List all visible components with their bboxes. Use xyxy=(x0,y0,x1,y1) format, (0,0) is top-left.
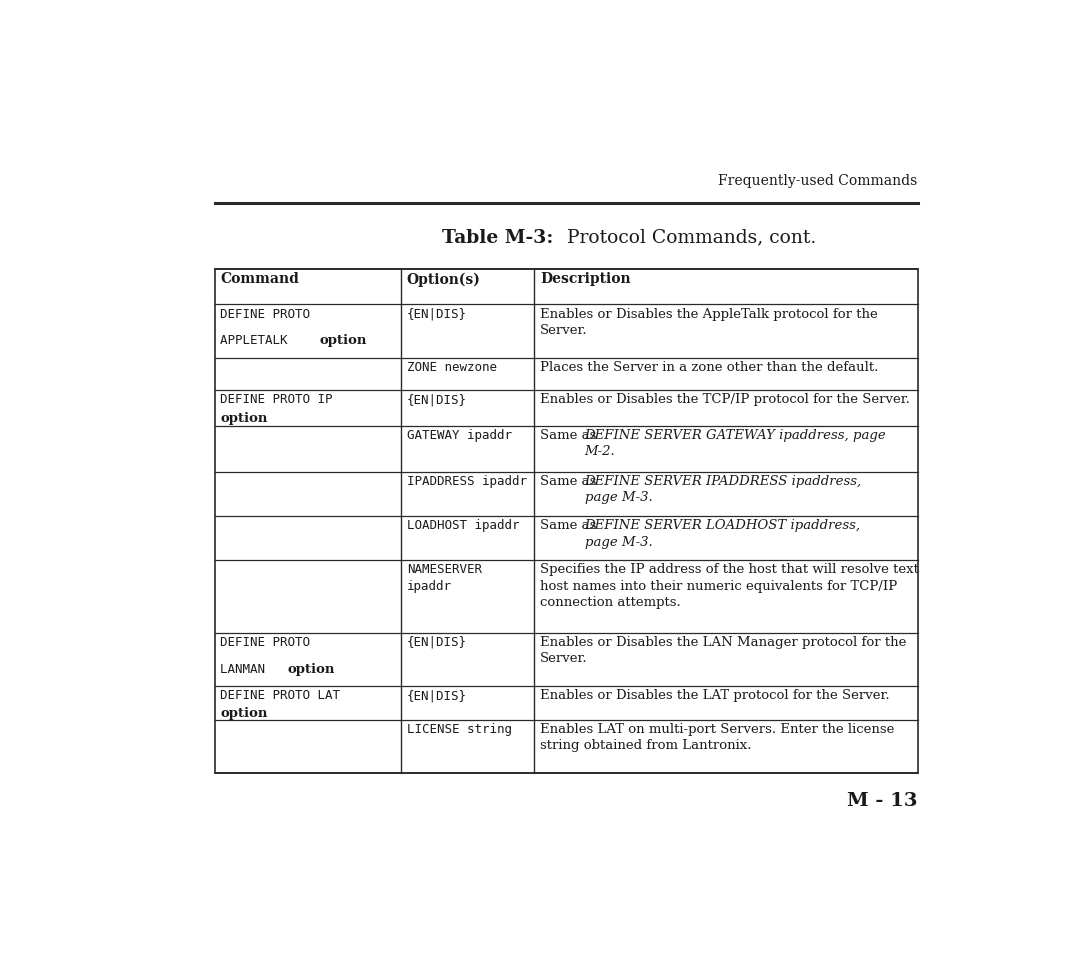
Text: DEFINE PROTO: DEFINE PROTO xyxy=(220,636,310,649)
Text: Same as: Same as xyxy=(540,429,600,442)
Text: Places the Server in a zone other than the default.: Places the Server in a zone other than t… xyxy=(540,361,879,373)
Text: {EN|DIS}: {EN|DIS} xyxy=(407,636,467,649)
Text: Enables or Disables the AppleTalk protocol for the
Server.: Enables or Disables the AppleTalk protoc… xyxy=(540,308,878,337)
Text: option: option xyxy=(320,334,366,347)
Text: Enables or Disables the LAT protocol for the Server.: Enables or Disables the LAT protocol for… xyxy=(540,690,890,702)
Text: GATEWAY ipaddr: GATEWAY ipaddr xyxy=(407,429,512,442)
Text: Enables or Disables the TCP/IP protocol for the Server.: Enables or Disables the TCP/IP protocol … xyxy=(540,393,910,407)
Text: NAMESERVER
ipaddr: NAMESERVER ipaddr xyxy=(407,563,482,593)
Text: Enables or Disables the LAN Manager protocol for the
Server.: Enables or Disables the LAN Manager prot… xyxy=(540,636,906,666)
Text: LANMAN: LANMAN xyxy=(220,663,273,675)
Text: Specifies the IP address of the host that will resolve text
host names into thei: Specifies the IP address of the host tha… xyxy=(540,563,919,609)
Text: Enables LAT on multi-port Servers. Enter the license
string obtained from Lantro: Enables LAT on multi-port Servers. Enter… xyxy=(540,723,894,753)
Text: option: option xyxy=(220,707,268,719)
Text: DEFINE SERVER GATEWAY ipaddress, page
M-2.: DEFINE SERVER GATEWAY ipaddress, page M-… xyxy=(584,429,887,458)
Text: Protocol Commands, cont.: Protocol Commands, cont. xyxy=(555,228,816,246)
Text: APPLETALK: APPLETALK xyxy=(220,334,295,347)
Text: IPADDRESS ipaddr: IPADDRESS ipaddr xyxy=(407,475,527,488)
Text: DEFINE SERVER IPADDRESS ipaddress,
page M-3.: DEFINE SERVER IPADDRESS ipaddress, page … xyxy=(584,475,862,504)
Text: Same as: Same as xyxy=(540,520,600,532)
Text: {EN|DIS}: {EN|DIS} xyxy=(407,308,467,321)
Bar xyxy=(215,269,918,773)
Text: Same as: Same as xyxy=(540,475,600,488)
Text: LICENSE string: LICENSE string xyxy=(407,723,512,735)
Text: option: option xyxy=(287,663,335,675)
Text: Frequently-used Commands: Frequently-used Commands xyxy=(718,174,918,188)
Text: Description: Description xyxy=(540,272,631,286)
Text: {EN|DIS}: {EN|DIS} xyxy=(407,690,467,702)
Text: Table M-3:: Table M-3: xyxy=(442,228,554,246)
Text: DEFINE PROTO LAT: DEFINE PROTO LAT xyxy=(220,690,340,702)
Text: ZONE newzone: ZONE newzone xyxy=(407,361,497,373)
Text: Option(s): Option(s) xyxy=(407,272,481,286)
Text: M - 13: M - 13 xyxy=(847,792,918,810)
Text: {EN|DIS}: {EN|DIS} xyxy=(407,393,467,407)
Text: option: option xyxy=(220,412,268,425)
Text: DEFINE SERVER LOADHOST ipaddress,
page M-3.: DEFINE SERVER LOADHOST ipaddress, page M… xyxy=(584,520,861,548)
Text: DEFINE PROTO IP: DEFINE PROTO IP xyxy=(220,393,333,407)
Text: DEFINE PROTO: DEFINE PROTO xyxy=(220,308,310,321)
Text: Command: Command xyxy=(220,272,299,286)
Text: LOADHOST ipaddr: LOADHOST ipaddr xyxy=(407,520,519,532)
